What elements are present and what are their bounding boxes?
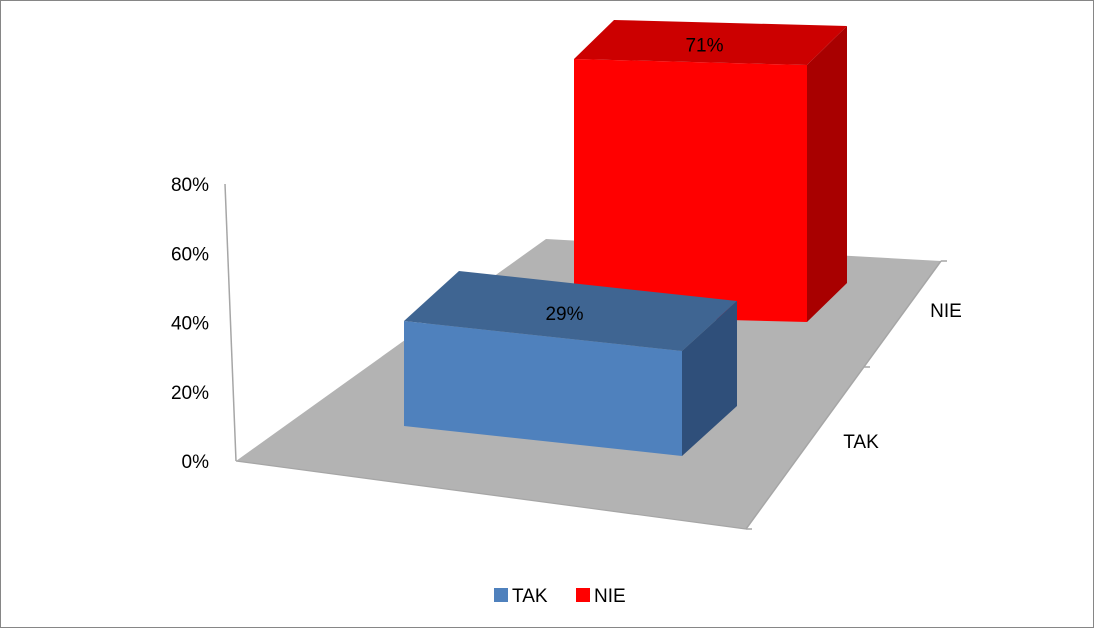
y-tick-label: 80% (171, 175, 209, 196)
data-labels: 71% 29% (545, 35, 723, 325)
y-tick-label: 40% (171, 314, 209, 335)
bar-nie (574, 19, 847, 322)
y-tick-label: 20% (171, 383, 209, 404)
category-label-tak: TAK (843, 432, 879, 453)
legend-label-tak: TAK (512, 586, 548, 607)
bar-tak (404, 271, 737, 456)
category-labels: TAK NIE (843, 301, 962, 453)
y-tick-labels: 0% 20% 40% 60% 80% (171, 175, 209, 473)
y-axis-line (224, 183, 237, 462)
depth-axis-line (745, 260, 942, 530)
bar-side-nie (807, 25, 847, 322)
legend: TAK NIE (494, 586, 626, 607)
y-tick-label: 0% (182, 452, 210, 473)
bar-top-tak (404, 271, 737, 352)
bars (404, 19, 847, 456)
bar-top-nie (574, 19, 847, 65)
floor-front-edge (235, 460, 747, 530)
category-label-nie: NIE (930, 301, 962, 322)
bar-front-tak (404, 321, 682, 456)
legend-label-nie: NIE (594, 586, 626, 607)
data-label-nie: 71% (685, 35, 723, 56)
bar-front-nie (574, 58, 807, 322)
y-tick-label: 60% (171, 244, 209, 265)
legend-swatch-tak (494, 588, 508, 602)
data-label-tak: 29% (545, 304, 583, 325)
legend-swatch-nie (576, 588, 590, 602)
bar-side-tak (682, 301, 737, 456)
